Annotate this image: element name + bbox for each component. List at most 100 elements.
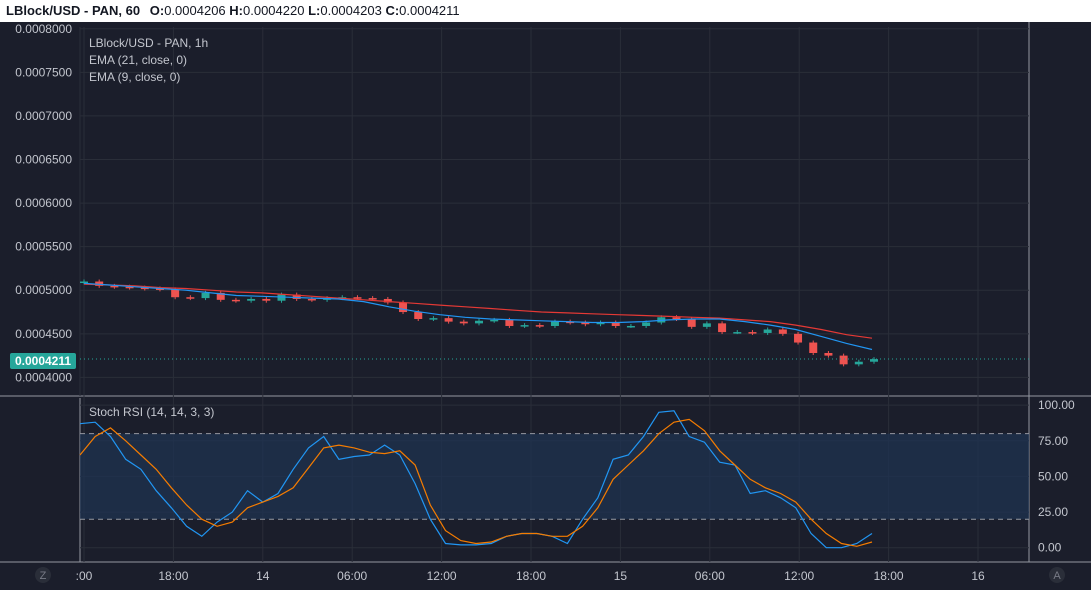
time-tick-label: :00 bbox=[76, 569, 93, 583]
ema9-line bbox=[83, 282, 873, 351]
candle-body bbox=[80, 281, 88, 284]
stoch-tick-label: 25.00 bbox=[1038, 505, 1068, 519]
price-pane[interactable] bbox=[80, 279, 1029, 367]
price-tick-label: 0.0008000 bbox=[15, 22, 72, 36]
chart-canvas[interactable]: 0.0008000 0.0007500 0.0007000 0.0006500 0.00… bbox=[0, 22, 1091, 590]
candle-body bbox=[201, 292, 210, 299]
candle-body bbox=[429, 318, 438, 320]
candle-body bbox=[216, 292, 225, 300]
legend-ema9: EMA (9, close, 0) bbox=[89, 70, 180, 84]
candle-body bbox=[186, 297, 195, 299]
ohlc-readout: O:0.0004206 H:0.0004220 L:0.0004203 C:0.… bbox=[149, 3, 460, 18]
candle-body bbox=[854, 361, 863, 365]
candle-body bbox=[110, 285, 119, 288]
price-tick-label: 0.0004000 bbox=[15, 370, 72, 384]
candle-body bbox=[794, 333, 803, 343]
stoch-tick-label: 100.00 bbox=[1038, 398, 1075, 412]
time-tick-label: 18:00 bbox=[516, 569, 546, 583]
time-axis[interactable]: :00 18:00 14 06:00 12:00 18:00 15 06:00 12:00 18:… bbox=[76, 569, 985, 583]
candle-body bbox=[824, 353, 833, 356]
candle-body bbox=[140, 287, 149, 290]
stoch-tick-label: 50.00 bbox=[1038, 469, 1068, 483]
candle-body bbox=[262, 298, 271, 301]
candle-body bbox=[535, 325, 544, 327]
time-tick-label: 12:00 bbox=[784, 569, 814, 583]
candle-body bbox=[687, 319, 696, 327]
last-price-badge bbox=[10, 353, 76, 369]
price-tick-label: 0.0006000 bbox=[15, 196, 72, 210]
candle-body bbox=[459, 321, 468, 324]
stoch-band-fill bbox=[80, 433, 1029, 520]
candle-body bbox=[611, 322, 620, 326]
stoch-label: Stoch RSI (14, 14, 3, 3) bbox=[89, 405, 214, 419]
time-tick-label: 14 bbox=[256, 569, 270, 583]
candle-body bbox=[171, 289, 180, 298]
candle-body bbox=[778, 329, 787, 334]
candle-body bbox=[520, 325, 529, 327]
stoch-tick-label: 75.00 bbox=[1038, 434, 1068, 448]
stoch-d-line bbox=[79, 418, 873, 547]
time-tick-label: 18:00 bbox=[874, 569, 904, 583]
candle-body bbox=[596, 322, 605, 325]
candle-body bbox=[505, 319, 514, 326]
candle-body bbox=[839, 355, 848, 365]
stoch-axis[interactable]: 100.00 75.00 50.00 25.00 0.00 bbox=[1038, 398, 1075, 555]
candle-body bbox=[718, 323, 727, 333]
stoch-tick-label: 0.00 bbox=[1038, 541, 1062, 555]
price-tick-label: 0.0006500 bbox=[15, 152, 72, 166]
candle-body bbox=[292, 294, 301, 299]
ema21-line bbox=[83, 283, 873, 339]
candle-body bbox=[247, 298, 256, 301]
scroll-left-button[interactable] bbox=[35, 567, 51, 583]
candle-body bbox=[475, 320, 483, 324]
time-tick-label: 06:00 bbox=[337, 569, 367, 583]
stoch-k-line bbox=[79, 410, 873, 549]
time-tick-label: 06:00 bbox=[695, 569, 725, 583]
candle-body bbox=[353, 297, 362, 299]
price-tick-label: 0.0007500 bbox=[15, 65, 72, 79]
price-tick-label: 0.0004500 bbox=[15, 327, 72, 341]
candle-body bbox=[566, 321, 575, 324]
stoch-rsi-pane[interactable] bbox=[79, 410, 1029, 549]
candle-body bbox=[399, 302, 408, 313]
last-price-text: 0.0004211 bbox=[15, 354, 71, 368]
candle-body bbox=[307, 298, 316, 301]
price-tick-label: 0.0005500 bbox=[15, 240, 72, 254]
auto-scale-button[interactable] bbox=[1049, 567, 1065, 583]
candle-body bbox=[626, 325, 635, 328]
candle-body bbox=[702, 323, 711, 327]
candle-body bbox=[672, 317, 681, 320]
candle-body bbox=[155, 288, 164, 291]
candle-body bbox=[490, 319, 499, 322]
legend-title: LBlock/USD - PAN, 1h bbox=[89, 36, 208, 50]
candle-body bbox=[550, 321, 559, 326]
candle-body bbox=[277, 294, 286, 301]
auto-scale-label: A bbox=[1053, 570, 1061, 582]
price-tick-label: 0.0007000 bbox=[15, 109, 72, 123]
candle-body bbox=[368, 298, 377, 300]
candle-body bbox=[870, 359, 878, 362]
candle-body bbox=[642, 322, 651, 326]
scroll-left-label: Z bbox=[40, 570, 47, 582]
candle-body bbox=[125, 286, 134, 289]
price-axis[interactable]: 0.0008000 0.0007500 0.0007000 0.0006500 0.00… bbox=[15, 22, 72, 384]
legend-ema21: EMA (21, close, 0) bbox=[89, 53, 187, 67]
candle-body bbox=[414, 312, 423, 320]
candle-body bbox=[383, 298, 392, 303]
candle-body bbox=[444, 318, 453, 322]
symbol-header: LBlock/USD - PAN, 60 O:0.0004206 H:0.000… bbox=[0, 0, 1091, 22]
candle-body bbox=[733, 332, 742, 334]
time-tick-label: 15 bbox=[614, 569, 628, 583]
candle-body bbox=[748, 332, 757, 334]
candle-body bbox=[581, 322, 590, 325]
candle-body bbox=[763, 329, 772, 333]
candle-body bbox=[95, 281, 104, 286]
time-tick-label: 18:00 bbox=[158, 569, 188, 583]
bottom-strip bbox=[0, 590, 1091, 604]
candle-body bbox=[231, 299, 240, 302]
time-tick-label: 16 bbox=[971, 569, 985, 583]
time-tick-label: 12:00 bbox=[427, 569, 457, 583]
candle-body bbox=[809, 342, 818, 354]
price-tick-label: 0.0005000 bbox=[15, 283, 72, 297]
symbol-label[interactable]: LBlock/USD - PAN, 60 bbox=[6, 3, 141, 18]
